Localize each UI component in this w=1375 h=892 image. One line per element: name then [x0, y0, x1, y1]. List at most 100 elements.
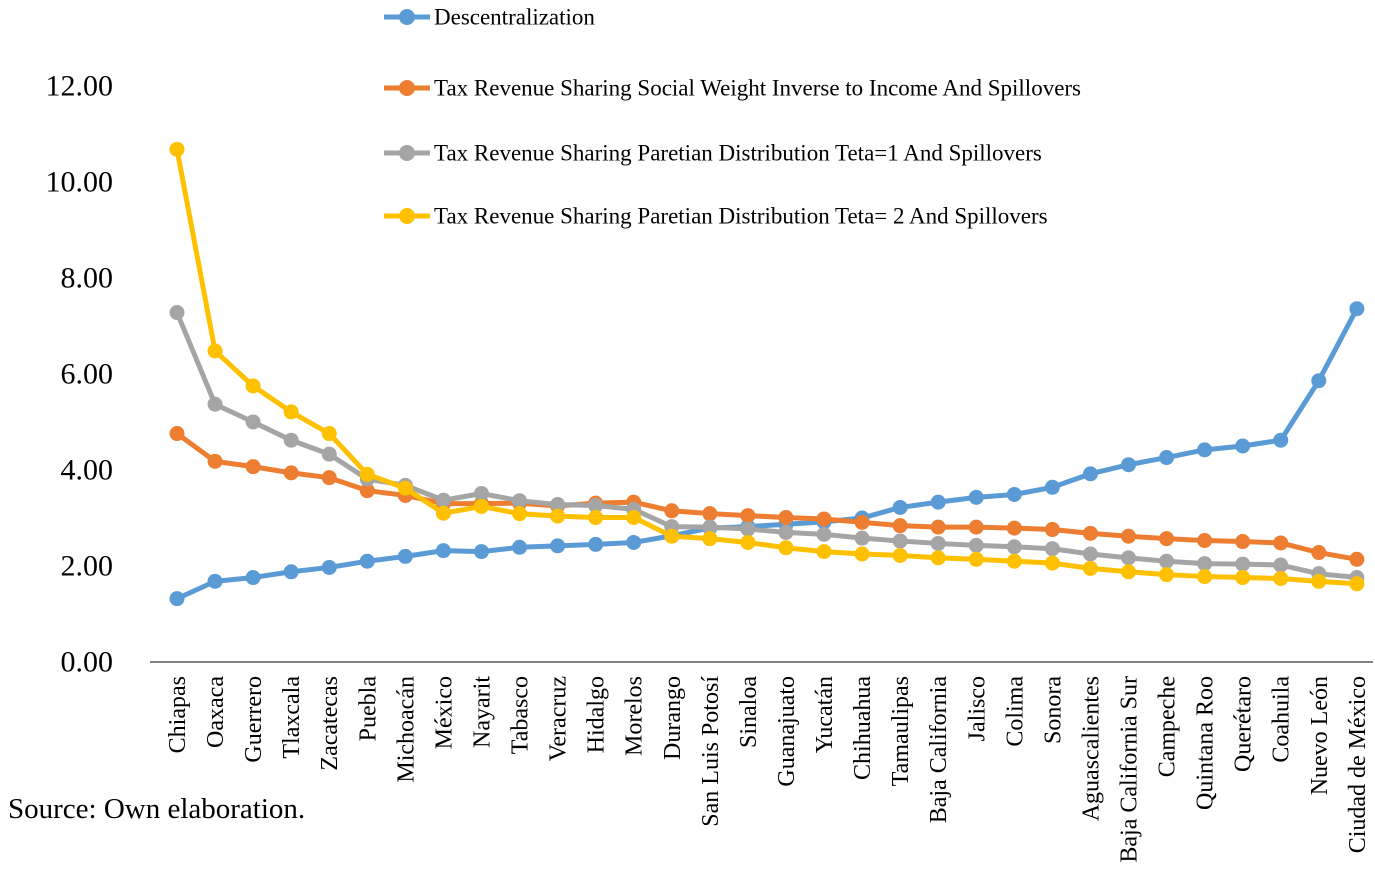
x-axis-label: Morelos — [622, 676, 648, 756]
data-point — [778, 524, 794, 540]
data-point — [1082, 546, 1098, 562]
data-point — [512, 493, 528, 509]
data-point — [397, 480, 413, 496]
data-point — [512, 506, 528, 522]
data-point — [1197, 533, 1213, 549]
legend-label: Descentralization — [434, 5, 595, 30]
data-point — [664, 503, 680, 519]
data-point — [207, 573, 223, 589]
data-point — [1082, 525, 1098, 541]
data-point — [1311, 545, 1327, 561]
data-point — [473, 544, 489, 560]
x-axis-label: Baja California Sur — [1117, 676, 1143, 863]
y-axis-tick-label: 10.00 — [46, 166, 114, 199]
data-point — [1235, 534, 1251, 550]
data-point — [664, 528, 680, 544]
data-point — [550, 508, 566, 524]
legend-marker-dot — [399, 9, 415, 25]
data-point — [1044, 522, 1060, 538]
series-line — [174, 306, 1360, 602]
data-point — [359, 553, 375, 569]
y-axis-tick-label: 6.00 — [61, 358, 114, 391]
x-axis-label: Querétaro — [1231, 676, 1257, 772]
data-point — [1121, 564, 1136, 580]
y-axis-tick-label: 2.00 — [61, 550, 114, 583]
data-point — [1235, 570, 1251, 586]
data-point — [1006, 539, 1022, 555]
x-axis-label: Aguascalientes — [1078, 676, 1104, 821]
x-axis-label: Tamaulipas — [888, 676, 914, 786]
data-point — [930, 550, 946, 566]
data-point — [930, 494, 946, 510]
x-axis-label: Ciudad de México — [1345, 676, 1371, 853]
x-axis-label: Tabasco — [508, 676, 534, 754]
data-point — [892, 499, 908, 515]
data-point — [283, 465, 299, 481]
x-axis-label: Campeche — [1155, 676, 1181, 777]
source-note: Source: Own elaboration. — [8, 793, 306, 825]
data-point — [435, 543, 451, 559]
x-axis-label: Sonora — [1040, 676, 1066, 744]
data-point — [854, 530, 870, 546]
data-point — [169, 591, 185, 607]
data-point — [473, 498, 489, 514]
x-axis-label: Quintana Roo — [1193, 676, 1219, 810]
data-point — [816, 511, 832, 527]
data-point — [626, 510, 642, 526]
data-point — [1197, 442, 1213, 458]
data-point — [892, 518, 908, 534]
x-axis-label: Zacatecas — [317, 676, 343, 771]
data-point — [1159, 531, 1175, 547]
x-axis-label: Hidalgo — [584, 676, 610, 753]
data-point — [1159, 553, 1175, 569]
data-point — [1349, 301, 1365, 317]
data-point — [1349, 551, 1365, 567]
x-axis-label: Guanajuato — [774, 676, 800, 787]
x-axis-label: Veracruz — [546, 676, 572, 761]
legend-label: Tax Revenue Sharing Paretian Distributio… — [434, 141, 1042, 166]
x-axis-label: Sinaloa — [736, 676, 762, 748]
y-axis-tick-label: 12.00 — [46, 70, 114, 103]
legend-label: Tax Revenue Sharing Social Weight Invers… — [434, 76, 1081, 101]
legend-marker-dot — [399, 145, 415, 161]
x-axis-label: Chiapas — [165, 676, 191, 753]
y-axis-tick-label: 8.00 — [61, 262, 114, 295]
data-point — [968, 519, 984, 535]
data-point — [435, 505, 451, 521]
legend-label: Tax Revenue Sharing Paretian Distributio… — [434, 204, 1048, 229]
data-point — [816, 544, 832, 560]
y-axis-tick-label: 0.00 — [61, 646, 114, 679]
data-point — [588, 498, 604, 514]
x-axis-label: Colima — [1002, 676, 1028, 747]
data-point — [435, 492, 451, 508]
data-point — [892, 547, 908, 563]
y-axis-tick-label: 4.00 — [61, 454, 114, 487]
data-point — [1044, 479, 1060, 495]
data-point — [702, 531, 718, 547]
data-point — [1349, 576, 1365, 592]
x-axis-label: Jalisco — [964, 676, 990, 741]
data-point — [550, 497, 566, 513]
x-axis-label: México — [431, 676, 457, 749]
data-point — [588, 510, 604, 526]
data-point — [702, 506, 718, 522]
data-point — [816, 526, 832, 542]
data-point — [207, 343, 223, 359]
data-point — [740, 508, 756, 524]
data-point — [740, 521, 756, 537]
data-point — [245, 378, 261, 394]
data-point — [245, 459, 261, 475]
data-point — [512, 539, 528, 555]
data-point — [778, 540, 794, 556]
data-point — [473, 486, 489, 502]
data-point — [1311, 573, 1327, 589]
data-point — [968, 537, 984, 553]
data-point — [321, 426, 337, 442]
data-point — [359, 483, 375, 499]
x-axis-label: Nayarit — [469, 676, 495, 748]
data-point — [245, 570, 261, 586]
data-point — [1197, 569, 1213, 585]
data-point — [1082, 466, 1098, 482]
x-axis-label: Durango — [660, 676, 686, 760]
